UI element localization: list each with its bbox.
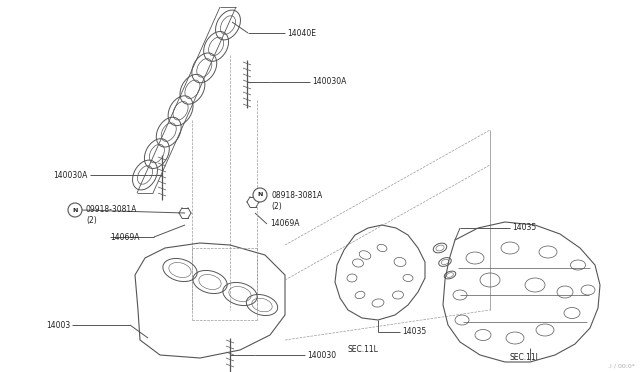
Text: 14069A: 14069A xyxy=(270,219,300,228)
Text: SEC.11L: SEC.11L xyxy=(348,346,379,355)
Text: 14035: 14035 xyxy=(512,224,536,232)
Text: 14069A: 14069A xyxy=(110,232,140,241)
Text: (2): (2) xyxy=(271,202,282,212)
Text: 14040E: 14040E xyxy=(287,29,316,38)
Text: 140030A: 140030A xyxy=(312,77,346,87)
Text: 140030: 140030 xyxy=(307,350,336,359)
Text: 140030A: 140030A xyxy=(54,170,88,180)
Text: 14003: 14003 xyxy=(45,321,70,330)
Text: 14035: 14035 xyxy=(402,327,426,337)
Text: N: N xyxy=(257,192,262,198)
Text: .I / 00:0*: .I / 00:0* xyxy=(608,363,635,368)
Text: (2): (2) xyxy=(86,217,97,225)
Text: N: N xyxy=(72,208,77,212)
Circle shape xyxy=(253,188,267,202)
Text: 09918-3081A: 09918-3081A xyxy=(86,205,138,215)
Text: 08918-3081A: 08918-3081A xyxy=(271,190,323,199)
Circle shape xyxy=(68,203,82,217)
Text: SEC.11I: SEC.11I xyxy=(510,353,539,362)
